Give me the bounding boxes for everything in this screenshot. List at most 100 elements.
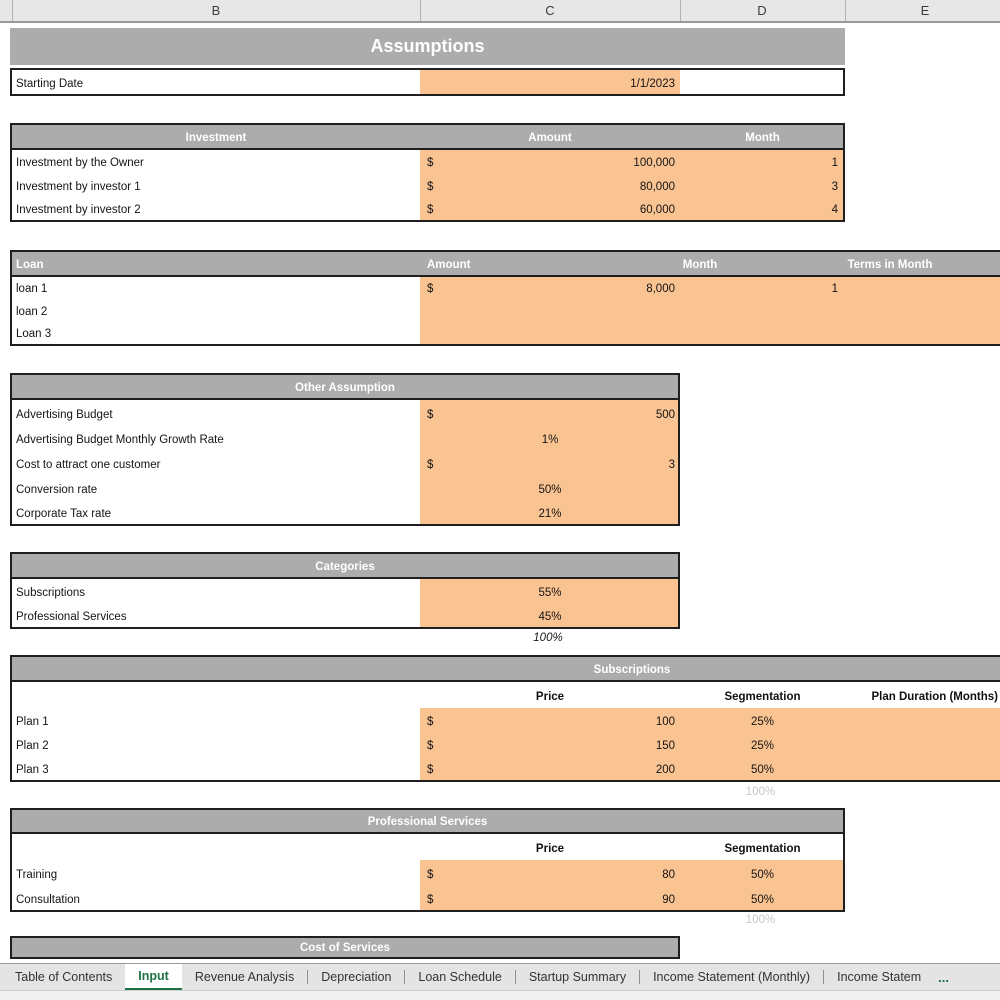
price-cell[interactable]: 80 (662, 869, 675, 881)
row-label-cell[interactable]: Subscriptions (16, 587, 86, 599)
other-assumption-title-cell[interactable]: Other Assumption (295, 382, 395, 394)
starting-date-cell[interactable]: 1/1/2023 (420, 70, 680, 94)
cost-of-services-header[interactable]: Cost of Services (10, 936, 680, 959)
row-label-cell[interactable]: Advertising Budget (16, 409, 113, 421)
segmentation-header-cell[interactable]: Segmentation (724, 691, 801, 703)
currency-cell[interactable]: $ (427, 283, 434, 295)
month-cell[interactable]: 1 (831, 283, 838, 295)
professional-services-title-cell[interactable]: Professional Services (367, 816, 488, 828)
assumptions-title-banner[interactable]: Assumptions (10, 28, 845, 65)
starting-date-label[interactable]: Starting Date (16, 78, 84, 90)
value-cell[interactable]: 50% (538, 484, 562, 496)
segmentation-cell[interactable]: 50% (750, 894, 775, 906)
column-divider[interactable] (420, 0, 421, 21)
value-cell[interactable]: 3 (668, 459, 675, 471)
price-cell[interactable]: 200 (655, 764, 675, 776)
column-header-e[interactable]: E (920, 3, 930, 18)
column-header-b[interactable]: B (211, 3, 221, 18)
month-cell[interactable]: 3 (831, 181, 838, 193)
price-header-cell[interactable]: Price (535, 843, 565, 855)
row-label-cell[interactable]: Advertising Budget Monthly Growth Rate (16, 434, 224, 446)
categories-total[interactable]: 100% (533, 632, 563, 644)
categories-title-cell[interactable]: Categories (315, 561, 375, 573)
row-label-cell[interactable]: Conversion rate (16, 484, 98, 496)
currency-cell[interactable]: $ (427, 894, 434, 906)
table-row: Loan 3 (12, 322, 1000, 344)
row-label-cell[interactable]: Plan 1 (16, 716, 49, 728)
month-header-cell[interactable]: Month (745, 132, 780, 144)
row-label-cell[interactable]: Plan 3 (16, 764, 49, 776)
column-header-d[interactable]: D (757, 3, 767, 18)
currency-cell[interactable]: $ (427, 157, 434, 169)
sheet-tab-revenue-analysis[interactable]: Revenue Analysis (194, 970, 295, 984)
table-row: Plan 2 $ 150 25% (12, 732, 1000, 756)
amount-header-cell[interactable]: Amount (528, 132, 572, 144)
subscriptions-total[interactable]: 100% (745, 786, 776, 798)
row-label-cell[interactable]: Plan 2 (16, 740, 49, 752)
amount-cell[interactable]: 100,000 (633, 157, 675, 169)
plan-duration-header-cell[interactable]: Plan Duration (Months) (871, 691, 999, 703)
currency-cell[interactable]: $ (427, 764, 434, 776)
subscriptions-title-cell[interactable]: Subscriptions (593, 664, 671, 676)
column-divider[interactable] (12, 0, 13, 21)
amount-cell[interactable]: 60,000 (639, 204, 675, 216)
starting-date-row: Starting Date 1/1/2023 (10, 68, 845, 96)
terms-header-cell[interactable]: Terms in Month (847, 259, 933, 271)
value-cell[interactable]: 1% (541, 434, 559, 446)
subscriptions-column-headers: Price Segmentation Plan Duration (Months… (12, 682, 1000, 708)
row-label-cell[interactable]: loan 2 (16, 306, 48, 318)
sheet-tab-startup-summary[interactable]: Startup Summary (528, 970, 627, 984)
sheet-tab-income-statement-monthly[interactable]: Income Statement (Monthly) (653, 970, 811, 984)
value-cell[interactable]: 21% (538, 508, 562, 520)
sheet-tab-loan-schedule[interactable]: Loan Schedule (418, 970, 502, 984)
currency-cell[interactable]: $ (427, 716, 434, 728)
sheet-tab-table-of-contents[interactable]: Table of Contents (15, 970, 113, 984)
segmentation-cell[interactable]: 25% (750, 716, 775, 728)
price-header-cell[interactable]: Price (535, 691, 565, 703)
value-cell[interactable]: 500 (655, 409, 675, 421)
column-header-c[interactable]: C (545, 3, 555, 18)
currency-cell[interactable]: $ (427, 181, 434, 193)
currency-cell[interactable]: $ (427, 409, 434, 421)
month-cell[interactable]: 4 (831, 204, 838, 216)
amount-cell[interactable]: 80,000 (639, 181, 675, 193)
table-row: Conversion rate 50% (12, 475, 678, 500)
more-tabs-ellipsis-icon[interactable]: ... (938, 969, 950, 985)
column-divider[interactable] (680, 0, 681, 21)
value-cell[interactable]: 55% (538, 587, 562, 599)
currency-cell[interactable]: $ (427, 459, 434, 471)
row-label-cell[interactable]: loan 1 (16, 283, 48, 295)
segmentation-cell[interactable]: 50% (750, 869, 775, 881)
segmentation-cell[interactable]: 50% (750, 764, 775, 776)
loan-header-cell[interactable]: Loan (16, 259, 44, 271)
sheet-tab-income-statement[interactable]: Income Statem (837, 970, 922, 984)
amount-cell[interactable]: 8,000 (646, 283, 675, 295)
segmentation-cell[interactable]: 25% (750, 740, 775, 752)
currency-cell[interactable]: $ (427, 204, 434, 216)
row-label-cell[interactable]: Training (16, 869, 58, 881)
price-cell[interactable]: 90 (662, 894, 675, 906)
month-header-cell[interactable]: Month (682, 259, 718, 271)
column-divider[interactable] (845, 0, 846, 21)
row-label-cell[interactable]: Consultation (16, 894, 80, 906)
price-cell[interactable]: 100 (655, 716, 675, 728)
row-label-cell[interactable]: Cost to attract one customer (16, 459, 161, 471)
table-row: Professional Services 45% (12, 603, 678, 627)
value-cell[interactable]: 45% (538, 611, 562, 623)
currency-cell[interactable]: $ (427, 869, 434, 881)
row-label-cell[interactable]: Investment by the Owner (16, 157, 144, 169)
sheet-tab-depreciation[interactable]: Depreciation (321, 970, 392, 984)
professional-services-total[interactable]: 100% (745, 914, 776, 926)
row-label-cell[interactable]: Investment by investor 2 (16, 204, 141, 216)
row-label-cell[interactable]: Loan 3 (16, 328, 52, 340)
row-label-cell[interactable]: Investment by investor 1 (16, 181, 141, 193)
price-cell[interactable]: 150 (655, 740, 675, 752)
month-cell[interactable]: 1 (831, 157, 838, 169)
row-label-cell[interactable]: Corporate Tax rate (16, 508, 112, 520)
segmentation-header-cell[interactable]: Segmentation (724, 843, 801, 855)
amount-header-cell[interactable]: Amount (427, 259, 471, 271)
sheet-tab-input[interactable]: Input (125, 964, 182, 990)
currency-cell[interactable]: $ (427, 740, 434, 752)
row-label-cell[interactable]: Professional Services (16, 611, 127, 623)
investment-header-cell[interactable]: Investment (185, 132, 247, 144)
